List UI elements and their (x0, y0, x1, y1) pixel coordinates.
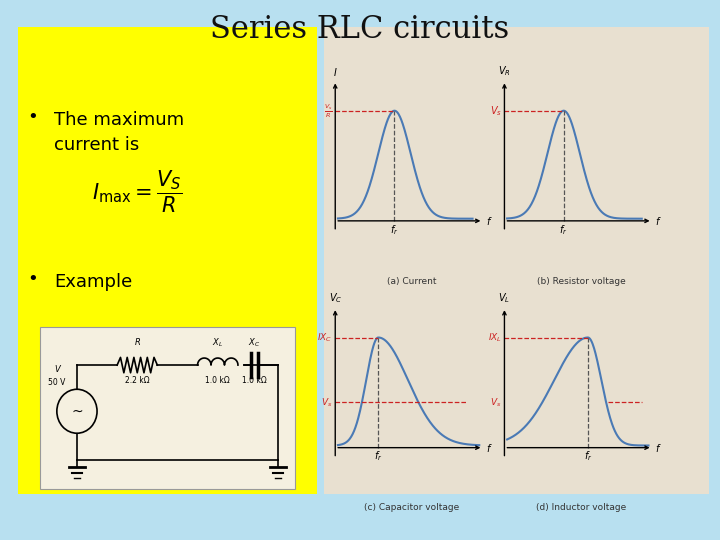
Text: $V_L$: $V_L$ (498, 291, 510, 305)
Text: •: • (27, 270, 38, 288)
Text: V: V (54, 364, 60, 374)
Text: R: R (135, 338, 140, 347)
Text: The maximum
current is: The maximum current is (54, 111, 184, 154)
Text: $f$: $f$ (486, 215, 492, 227)
Text: $f_r$: $f_r$ (559, 222, 568, 237)
Text: (a) Current: (a) Current (387, 276, 436, 286)
Text: $V_s$: $V_s$ (490, 104, 502, 118)
Text: $f$: $f$ (486, 442, 492, 454)
Text: $f$: $f$ (655, 215, 662, 227)
Text: Example: Example (54, 273, 132, 291)
Text: $\frac{V_s}{R}$: $\frac{V_s}{R}$ (324, 102, 333, 119)
FancyBboxPatch shape (18, 27, 317, 494)
Text: •: • (27, 108, 38, 126)
Text: 50 V: 50 V (48, 378, 66, 387)
Text: Series RLC circuits: Series RLC circuits (210, 14, 510, 45)
Text: $f_r$: $f_r$ (390, 222, 399, 237)
Text: (b) Resistor voltage: (b) Resistor voltage (536, 276, 625, 286)
Text: $V_s$: $V_s$ (490, 396, 502, 409)
Text: 1.0 kΩ: 1.0 kΩ (242, 376, 266, 384)
Text: 1.0 kΩ: 1.0 kΩ (205, 376, 230, 384)
Text: $X_C$: $X_C$ (248, 336, 261, 349)
Text: $V_C$: $V_C$ (328, 291, 342, 305)
Text: $f_r$: $f_r$ (584, 449, 592, 463)
FancyBboxPatch shape (324, 27, 709, 494)
Text: (c) Capacitor voltage: (c) Capacitor voltage (364, 503, 459, 512)
Text: $IX_L$: $IX_L$ (487, 331, 502, 344)
Text: ~: ~ (71, 404, 83, 418)
Text: $IX_C$: $IX_C$ (318, 331, 333, 344)
FancyBboxPatch shape (40, 327, 295, 489)
Text: $I_{\mathrm{max}} = \dfrac{V_S}{R}$: $I_{\mathrm{max}} = \dfrac{V_S}{R}$ (91, 168, 182, 215)
Text: $f$: $f$ (655, 442, 662, 454)
Text: 2.2 kΩ: 2.2 kΩ (125, 376, 150, 384)
Text: $V_s$: $V_s$ (321, 396, 333, 409)
Text: $X_L$: $X_L$ (212, 336, 223, 349)
Text: $f_r$: $f_r$ (374, 449, 382, 463)
Text: $V_R$: $V_R$ (498, 64, 510, 78)
Circle shape (57, 389, 97, 433)
Text: $I$: $I$ (333, 66, 338, 78)
Text: (d) Inductor voltage: (d) Inductor voltage (536, 503, 626, 512)
